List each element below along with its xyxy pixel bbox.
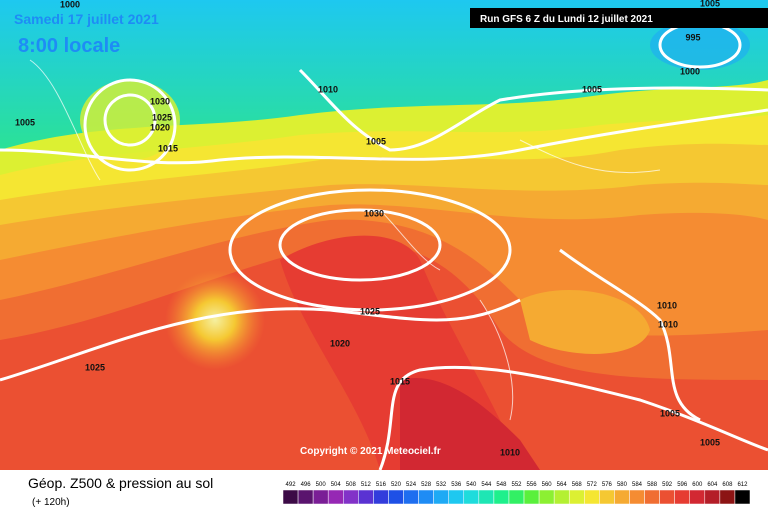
legend-swatch (689, 489, 706, 505)
isobar-label: 1005 (700, 437, 720, 447)
legend-swatch (433, 489, 449, 505)
legend-label: 552 (511, 482, 522, 488)
legend-label: 512 (361, 482, 372, 488)
legend-label: 588 (647, 482, 658, 488)
legend-swatch (553, 489, 570, 505)
legend-swatch (418, 489, 434, 505)
legend-swatch (734, 489, 751, 505)
legend-swatch (343, 489, 359, 505)
isobar-label: 1005 (366, 136, 386, 146)
legend-swatch (403, 489, 419, 505)
run-label: Run GFS 6 Z du Lundi 12 juillet 2021 (480, 14, 653, 25)
legend-swatch (644, 489, 660, 505)
legend-label: 524 (406, 482, 417, 488)
legend-swatch (568, 489, 585, 505)
isobar-label: 1010 (657, 300, 677, 310)
coastlines (29, 59, 661, 421)
legend-label: 536 (451, 482, 462, 488)
legend-swatch (358, 489, 374, 505)
legend-swatch (719, 489, 736, 505)
legend-swatch (388, 489, 404, 505)
legend-swatch (584, 489, 600, 505)
legend-label: 544 (481, 482, 492, 488)
legend-label: 564 (557, 482, 568, 488)
legend-swatch (599, 489, 615, 505)
legend-swatch (463, 489, 480, 505)
legend-swatch (297, 489, 314, 505)
legend-label: 596 (677, 482, 688, 488)
legend-swatch (523, 489, 540, 505)
legend-swatch (629, 489, 645, 505)
isobar-label: 1005 (15, 117, 35, 127)
footer-subtitle: (+ 120h) (32, 497, 70, 508)
isobar-label: 1030 (364, 208, 384, 218)
legend-label: 580 (617, 482, 628, 488)
legend-label: 528 (421, 482, 432, 488)
legend-label: 516 (376, 482, 387, 488)
legend-label: 592 (662, 482, 673, 488)
legend-label: 492 (286, 482, 297, 488)
isobar-label: 1025 (85, 362, 105, 372)
legend-swatch (493, 489, 510, 505)
isobar-label: 1020 (330, 338, 350, 348)
isobar-label: 1010 (658, 319, 678, 329)
legend-swatch (478, 489, 495, 505)
legend-label: 508 (346, 482, 357, 488)
legend-swatch (674, 489, 690, 505)
legend-label: 548 (496, 482, 507, 488)
legend-swatch (704, 489, 721, 505)
legend-label: 500 (316, 482, 327, 488)
legend-label: 504 (331, 482, 342, 488)
isobar-label: 1010 (500, 447, 520, 457)
isobar-label: 1015 (390, 376, 410, 386)
isobar-label: 1000 (680, 66, 700, 76)
legend-label: 612 (737, 482, 748, 488)
isobars (0, 21, 768, 471)
isobar-label: 1010 (318, 84, 338, 94)
legend-swatch (327, 489, 344, 505)
legend-swatch (614, 489, 630, 505)
isobar-label: 995 (685, 32, 700, 42)
isobar-label: 1030 (150, 96, 170, 106)
legend-swatch (312, 489, 329, 505)
date-label: Samedi 17 juillet 2021 (14, 11, 159, 27)
legend-label: 520 (391, 482, 402, 488)
isobar-label: 1020 (150, 122, 170, 132)
legend-label: 568 (572, 482, 583, 488)
legend-label: 572 (587, 482, 598, 488)
legend-label: 584 (632, 482, 643, 488)
isobar-label: 1005 (582, 84, 602, 94)
isobar-label: 1025 (360, 306, 380, 316)
legend-label: 540 (466, 482, 477, 488)
legend-swatch (659, 489, 675, 505)
isobar-label: 1025 (152, 112, 172, 122)
isobar-label: 1005 (700, 0, 720, 8)
isobar-label: 1000 (60, 0, 80, 9)
time-label: 8:00 locale (18, 35, 120, 57)
isobar-label: 1015 (158, 143, 178, 153)
legend-swatch (448, 489, 465, 505)
legend-swatch (373, 489, 389, 505)
legend-label: 604 (707, 482, 718, 488)
run-box (470, 8, 768, 28)
legend-label: 600 (692, 482, 703, 488)
isobar-label: 1005 (660, 408, 680, 418)
legend-label: 608 (722, 482, 733, 488)
legend-swatch (282, 489, 299, 505)
legend-label: 496 (301, 482, 312, 488)
legend-label: 560 (542, 482, 553, 488)
legend-swatch (538, 489, 555, 505)
legend-label: 556 (527, 482, 538, 488)
legend-swatch (508, 489, 525, 505)
copyright: Copyright © 2021 Meteociel.fr (300, 446, 441, 457)
footer-title: Géop. Z500 & pression au sol (28, 475, 213, 491)
legend-label: 576 (602, 482, 613, 488)
legend-label: 532 (436, 482, 447, 488)
map (0, 0, 768, 471)
